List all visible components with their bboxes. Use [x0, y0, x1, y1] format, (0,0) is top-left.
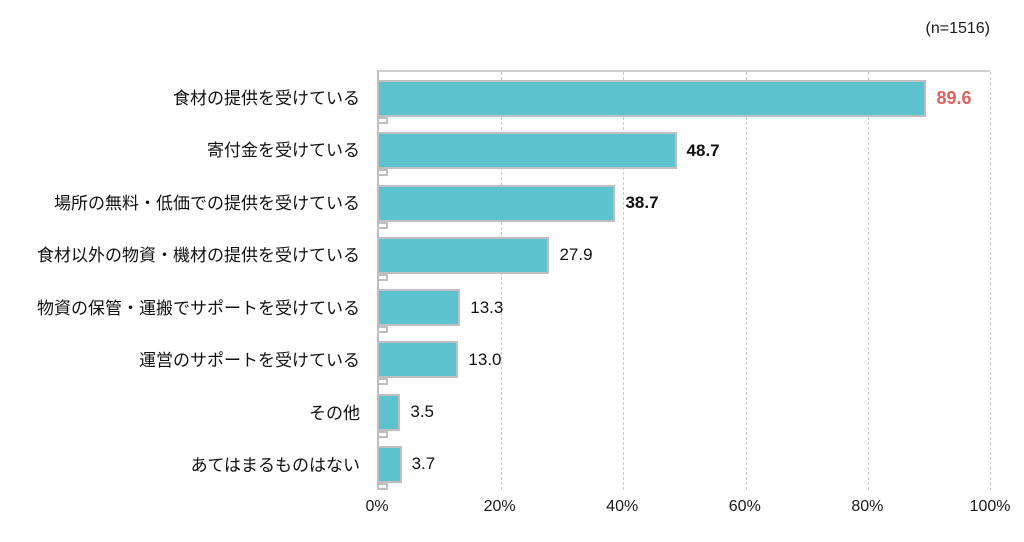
bar [379, 341, 459, 379]
gridline [867, 72, 869, 490]
x-tick-label: 20% [483, 498, 516, 515]
value-label: 27.9 [559, 245, 593, 265]
category-label: 場所の無料・低価での提供を受けている [54, 193, 360, 213]
secondary-bar-stub [379, 273, 388, 281]
secondary-bar-stub [379, 117, 388, 124]
bar-row: 3.5 [379, 386, 990, 438]
category-label: 物資の保管・運搬でサポートを受けている [37, 298, 360, 318]
secondary-bar-stub [379, 482, 388, 490]
bar-row: 3.7 [379, 438, 990, 490]
bar [379, 393, 401, 431]
x-tick-label: 0% [365, 498, 389, 515]
bar-row: 13.3 [379, 281, 990, 333]
category-label: 食材以外の物資・機材の提供を受けている [37, 246, 360, 266]
bar [379, 184, 616, 222]
value-label: 38.7 [625, 193, 659, 212]
x-tick-label: 60% [728, 498, 761, 515]
value-label: 48.7 [686, 140, 720, 160]
value-label: 3.7 [411, 454, 436, 474]
category-label: 運営のサポートを受けている [139, 351, 360, 371]
value-label: 13.0 [468, 349, 502, 369]
gridline [990, 72, 991, 490]
secondary-bar-stub [379, 430, 388, 438]
category-label: 寄付金を受けている [207, 141, 360, 161]
bar [379, 236, 550, 274]
gridlines [379, 72, 991, 490]
sample-size-label: (n=1516) [925, 20, 991, 37]
gridline [623, 72, 625, 490]
category-label: 食材の提供を受けている [173, 88, 360, 108]
bar-row: 89.6 [379, 72, 990, 124]
bar [379, 445, 402, 483]
bar [379, 80, 927, 117]
bar [379, 289, 461, 326]
x-axis: 0% 20% 40% 60% 80% 100% [365, 498, 1010, 520]
value-label: 3.5 [410, 402, 435, 421]
bar-row: 38.7 [379, 177, 990, 229]
secondary-bar-stub [379, 378, 388, 386]
x-tick-label: 100% [969, 498, 1011, 515]
x-tick-label: 40% [606, 498, 639, 515]
value-label: 13.3 [470, 297, 504, 317]
x-tick-label: 80% [851, 498, 884, 515]
bar-row: 13.0 [379, 333, 990, 386]
secondary-bar-stub [379, 169, 388, 177]
category-label: その他 [309, 403, 360, 423]
value-label: 89.6 [936, 88, 972, 108]
gridline [745, 72, 747, 490]
secondary-bar-stub [379, 326, 388, 333]
secondary-bar-stub [379, 221, 388, 229]
gridline [501, 72, 503, 490]
category-label: あてはまるものはない [190, 456, 360, 476]
plot-area: 89.6 48.7 38.7 27.9 13.3 13.0 3.5 3.7 [377, 70, 991, 490]
plot-rows: 89.6 48.7 38.7 27.9 13.3 13.0 3.5 3.7 [379, 72, 990, 490]
bar-row: 27.9 [379, 229, 990, 281]
category-labels: 食材の提供を受けている寄付金を受けている場所の無料・低価での提供を受けている食材… [0, 70, 369, 490]
bar [379, 132, 677, 170]
bar-row: 48.7 [379, 124, 990, 177]
